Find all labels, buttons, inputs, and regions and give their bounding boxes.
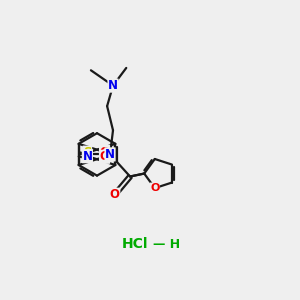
Text: O: O [100,146,110,159]
Text: O: O [150,183,160,193]
Text: N: N [105,148,115,161]
Text: N: N [82,150,92,163]
Text: O: O [100,150,110,163]
Text: HCl: HCl [122,237,148,251]
Text: S: S [83,146,92,159]
Text: — H: — H [153,238,180,251]
Text: N: N [108,79,118,92]
Text: O: O [110,188,120,201]
